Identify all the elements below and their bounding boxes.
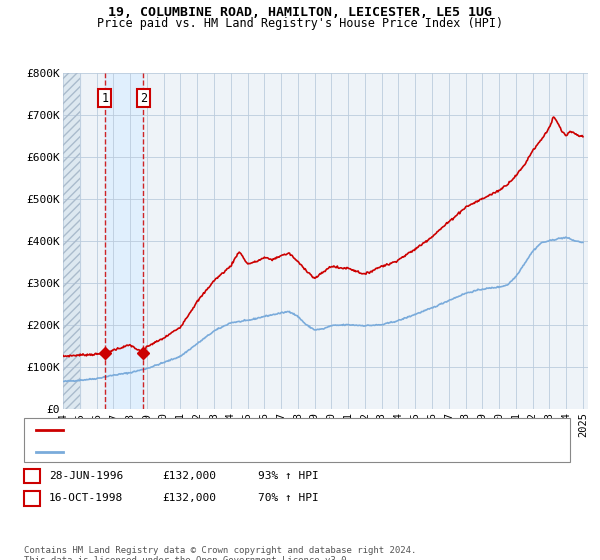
Text: 2: 2	[140, 91, 147, 105]
Text: HPI: Average price, detached house, Leicester: HPI: Average price, detached house, Leic…	[69, 447, 350, 457]
Text: 1: 1	[28, 471, 35, 481]
Text: 28-JUN-1996: 28-JUN-1996	[49, 471, 124, 481]
Text: 16-OCT-1998: 16-OCT-1998	[49, 493, 124, 503]
Text: Price paid vs. HM Land Registry's House Price Index (HPI): Price paid vs. HM Land Registry's House …	[97, 17, 503, 30]
Text: 2: 2	[28, 493, 35, 503]
Bar	[63, 73, 80, 409]
Text: 19, COLUMBINE ROAD, HAMILTON, LEICESTER, LE5 1UG: 19, COLUMBINE ROAD, HAMILTON, LEICESTER,…	[108, 6, 492, 18]
Text: £132,000: £132,000	[162, 471, 216, 481]
Text: Contains HM Land Registry data © Crown copyright and database right 2024.
This d: Contains HM Land Registry data © Crown c…	[24, 546, 416, 560]
Text: 19, COLUMBINE ROAD, HAMILTON, LEICESTER, LE5 1UG (detached house): 19, COLUMBINE ROAD, HAMILTON, LEICESTER,…	[69, 424, 475, 435]
Bar	[63, 73, 80, 409]
Text: 70% ↑ HPI: 70% ↑ HPI	[258, 493, 319, 503]
Text: 93% ↑ HPI: 93% ↑ HPI	[258, 471, 319, 481]
Text: 1: 1	[101, 91, 109, 105]
Bar	[105, 73, 143, 409]
Text: £132,000: £132,000	[162, 493, 216, 503]
